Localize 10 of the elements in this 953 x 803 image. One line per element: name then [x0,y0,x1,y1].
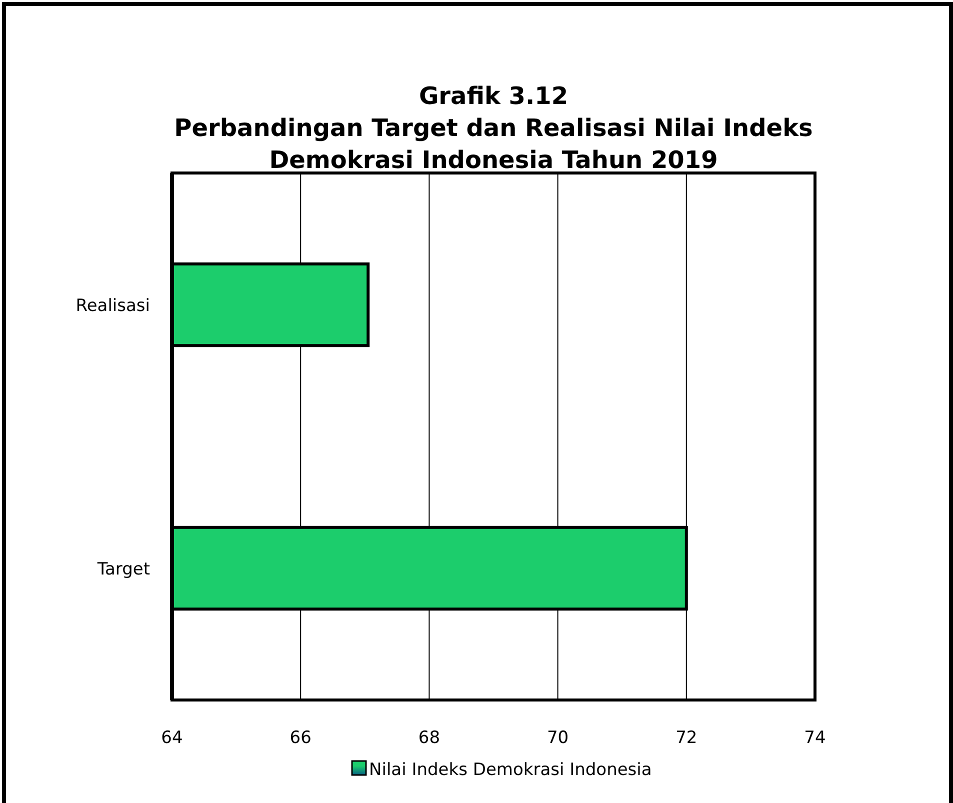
x-tick-label: 70 [546,728,569,748]
x-tick-label: 74 [804,728,826,748]
y-tick-label: Target [96,559,150,580]
y-tick-label: Realisasi [76,296,150,316]
x-tick-label: 66 [290,728,312,748]
x-tick-label: 68 [418,728,440,748]
x-tick-label: 72 [676,728,698,748]
chart-title: Grafik 3.12 Perbandingan Target dan Realisasi Nilai Indeks Demokrasi Indonesia Tahun 2019 [174,82,813,174]
x-tick-label: 64 [161,728,183,748]
legend-label: Nilai Indeks Demokrasi Indonesia [369,760,652,780]
